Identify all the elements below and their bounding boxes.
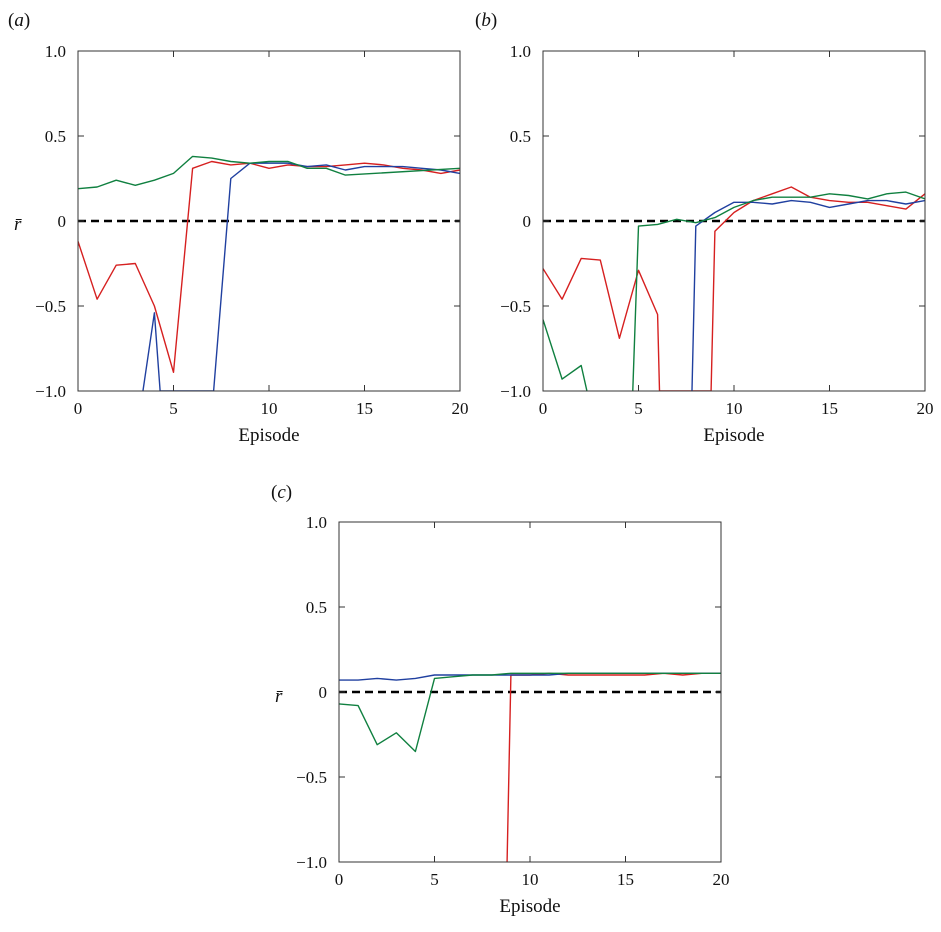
y-tick-label: −0.5 [35, 297, 66, 316]
y-axis-title: r̄ [14, 214, 22, 235]
x-tick-label: 0 [539, 399, 548, 418]
x-tick-label: 20 [452, 399, 469, 418]
x-tick-label: 15 [821, 399, 838, 418]
x-axis-title: Episode [703, 425, 764, 446]
x-axis-title: Episode [238, 425, 299, 446]
x-tick-label: 0 [335, 870, 344, 889]
series-line-1 [543, 186, 925, 391]
series-group [78, 155, 460, 391]
y-tick-label: −1.0 [35, 382, 66, 401]
y-tick-label: −0.5 [500, 297, 531, 316]
panel-c: 0 5 10 15 20 1.0 0.5 0 −0.5 −1.0 Episode r̄ (c) [271, 482, 730, 917]
y-tick-label: 0.5 [306, 598, 327, 617]
y-tick-label: 1.0 [306, 513, 327, 532]
y-tick-label: 0.5 [510, 127, 531, 146]
y-tick-label: −0.5 [296, 768, 327, 787]
y-tick-label: 1.0 [510, 42, 531, 61]
y-tick-label: 1.0 [45, 42, 66, 61]
x-tick-label: 5 [634, 399, 643, 418]
panel-label: (a) [8, 10, 30, 31]
y-tick-label: 0 [319, 683, 328, 702]
y-tick-label: −1.0 [296, 853, 327, 872]
x-tick-label: 20 [917, 399, 934, 418]
series-group [339, 672, 721, 862]
panel-label: (c) [271, 482, 292, 503]
series-line-1 [78, 160, 460, 373]
x-tick-label: 0 [74, 399, 83, 418]
series-group [543, 186, 925, 391]
y-tick-label: 0 [523, 212, 532, 231]
x-tick-label: 15 [617, 870, 634, 889]
y-axis-title: r̄ [275, 686, 283, 707]
x-tick-label: 10 [261, 399, 278, 418]
y-tick-label: 0.5 [45, 127, 66, 146]
y-tick-label: 0 [58, 212, 67, 231]
series-line-2 [339, 672, 721, 681]
series-line-2 [691, 199, 925, 391]
panel-a: 0 5 10 15 20 1.0 0.5 0 −0.5 −1.0 Episode r̄ (a) [8, 10, 469, 446]
x-tick-label: 15 [356, 399, 373, 418]
series-line-1 [506, 672, 721, 862]
x-tick-label: 5 [169, 399, 178, 418]
x-tick-label: 5 [430, 870, 439, 889]
series-line-3 [543, 191, 925, 391]
x-tick-label: 20 [713, 870, 730, 889]
series-line-3 [78, 155, 460, 190]
x-axis-title: Episode [499, 896, 560, 917]
x-tick-label: 10 [522, 870, 539, 889]
panel-b: 0 5 10 15 20 1.0 0.5 0 −0.5 −1.0 Episode (b) [475, 10, 934, 446]
y-tick-label: −1.0 [500, 382, 531, 401]
x-tick-label: 10 [726, 399, 743, 418]
series-line-3 [339, 672, 721, 753]
panel-label: (b) [475, 10, 497, 31]
